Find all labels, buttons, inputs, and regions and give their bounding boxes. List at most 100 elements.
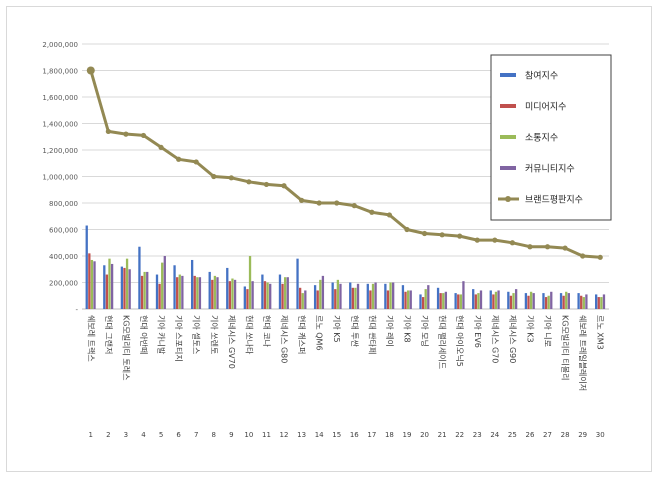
bar-4 xyxy=(146,271,149,309)
bar-4 xyxy=(339,283,342,309)
category-label: 제네시스 G90 xyxy=(508,315,517,363)
bar-1 xyxy=(243,286,246,309)
category-label: 제네시스 G80 xyxy=(280,315,289,363)
category-label: 현대 그랜저 xyxy=(104,315,114,354)
bar-2 xyxy=(228,281,232,309)
rank-label: 29 xyxy=(578,431,587,439)
y-tick-label: 1,400,000 xyxy=(42,121,78,129)
bar-1 xyxy=(454,293,457,309)
bar-4 xyxy=(321,275,325,309)
rank-label: 20 xyxy=(420,431,429,439)
category-label: 쉐보레 트랙스 xyxy=(86,315,96,362)
bar-2 xyxy=(316,290,319,309)
bar-4 xyxy=(233,279,237,309)
rank-label: 4 xyxy=(141,431,146,439)
y-tick-label: 800,000 xyxy=(49,200,78,208)
category-label: 현대 코나 xyxy=(262,315,271,348)
line-point xyxy=(246,179,252,185)
line-point xyxy=(492,237,498,243)
bar-3 xyxy=(161,262,164,309)
bar-2 xyxy=(457,294,460,309)
y-tick-label: 600,000 xyxy=(49,227,78,235)
bar-1 xyxy=(331,282,334,309)
bar-2 xyxy=(88,253,91,309)
line-point xyxy=(334,200,340,206)
bar-3 xyxy=(354,287,357,309)
bar-1 xyxy=(226,267,229,309)
rank-label: 1 xyxy=(89,431,93,439)
rank-label: 2 xyxy=(106,431,110,439)
bar-3 xyxy=(442,293,445,309)
legend-swatch xyxy=(500,104,516,108)
bar-4 xyxy=(462,281,465,309)
bar-2 xyxy=(369,290,372,309)
bar-1 xyxy=(190,259,194,309)
bar-3 xyxy=(582,297,585,309)
bar-1 xyxy=(120,266,124,309)
bar-4 xyxy=(251,281,254,309)
y-tick-label: 1,600,000 xyxy=(42,94,78,102)
line-series xyxy=(89,70,601,259)
rank-label: 24 xyxy=(490,431,499,439)
bar-3 xyxy=(266,282,269,309)
bar-2 xyxy=(474,294,477,309)
rank-label: 25 xyxy=(508,431,517,439)
legend-label: 커뮤니티지수 xyxy=(525,164,575,175)
bar-1 xyxy=(401,285,405,309)
y-tick-label: - xyxy=(75,306,78,314)
line-point xyxy=(386,212,393,218)
bar-3 xyxy=(389,282,392,309)
category-label: 현대 아이오닉5 xyxy=(455,315,465,367)
bar-3 xyxy=(213,275,217,309)
bar-2 xyxy=(562,295,565,309)
bar-3 xyxy=(459,294,462,309)
category-label: 현대 쏘나타 xyxy=(244,315,253,355)
legend-label: 브랜드평판지수 xyxy=(525,195,583,206)
bar-4 xyxy=(479,290,483,309)
bar-2 xyxy=(597,297,600,309)
bar-3 xyxy=(248,256,252,309)
rank-label: 23 xyxy=(473,431,482,439)
bar-1 xyxy=(155,274,159,309)
bar-1 xyxy=(559,293,563,309)
bar-4 xyxy=(128,269,131,309)
bar-4 xyxy=(497,290,500,309)
category-label: 제네시스 GV70 xyxy=(227,315,236,369)
category-label: 기아 K5 xyxy=(332,315,342,343)
bar-4 xyxy=(409,290,412,309)
legend-label: 참여지수 xyxy=(525,70,558,82)
category-label: 기아 EV6 xyxy=(473,315,483,348)
bar-2 xyxy=(509,295,513,309)
bar-4 xyxy=(550,291,553,309)
bar-1 xyxy=(366,283,369,309)
bar-2 xyxy=(580,295,583,309)
bar-2 xyxy=(246,289,249,309)
rank-label: 5 xyxy=(159,431,163,439)
bar-2 xyxy=(351,287,354,309)
bar-3 xyxy=(406,290,410,309)
bar-4 xyxy=(304,290,307,309)
line-point xyxy=(421,230,428,237)
line-point xyxy=(263,181,270,188)
bar-1 xyxy=(472,289,475,309)
bar-1 xyxy=(85,225,88,309)
bar-4 xyxy=(356,283,360,309)
bar-1 xyxy=(103,265,106,309)
rank-label: 12 xyxy=(280,431,289,439)
bar-2 xyxy=(527,295,530,309)
bar-2 xyxy=(176,277,179,309)
y-tick-label: 1,000,000 xyxy=(42,174,78,182)
bar-4 xyxy=(567,293,570,309)
rank-label: 15 xyxy=(332,431,341,439)
bar-3 xyxy=(424,289,427,309)
line-point xyxy=(457,233,463,239)
rank-label: 28 xyxy=(561,431,570,439)
bar-3 xyxy=(371,283,375,309)
bar-2 xyxy=(439,293,442,309)
bar-3 xyxy=(477,293,480,309)
bar-2 xyxy=(334,289,337,309)
category-label: 기아 카니발 xyxy=(157,315,167,355)
category-label: 쉐보레 트레일블레이저 xyxy=(578,315,588,391)
bar-3 xyxy=(547,295,550,309)
y-tick-label: 2,000,000 xyxy=(42,41,78,49)
